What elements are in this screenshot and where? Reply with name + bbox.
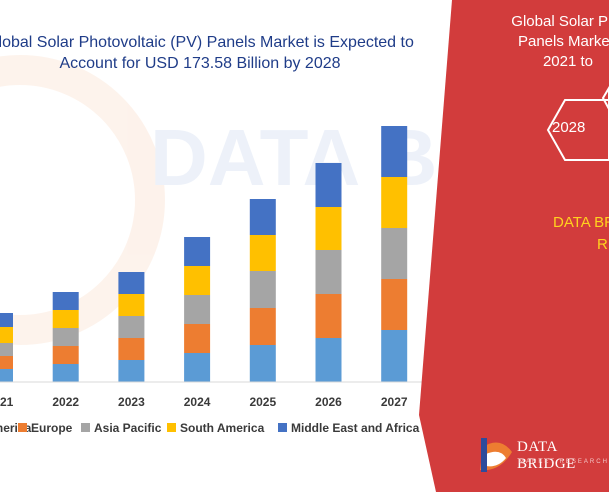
legend-label: Middle East and Africa bbox=[291, 421, 420, 435]
hexagon-outline-2 bbox=[601, 86, 609, 110]
bar-2024-south-america bbox=[184, 266, 211, 295]
bar-2021-asia-pacific bbox=[0, 343, 13, 356]
bar-2024-middle-east-and-africa bbox=[184, 237, 211, 266]
x-tick-label: 2024 bbox=[184, 395, 211, 409]
bar-2023-south-america bbox=[118, 294, 145, 316]
side-panel bbox=[419, 0, 609, 492]
bar-2023-middle-east-and-africa bbox=[118, 272, 145, 294]
bar-2025-middle-east-and-africa bbox=[249, 199, 276, 235]
legend-swatch-middle-east-and-africa bbox=[278, 423, 287, 432]
bars-group bbox=[0, 126, 408, 382]
bar-2027-middle-east-and-africa bbox=[381, 126, 408, 177]
bar-2025-north-america bbox=[249, 345, 276, 382]
bar-2025-asia-pacific bbox=[249, 271, 276, 308]
bar-2021-north-america bbox=[0, 369, 13, 382]
bar-2022-south-america bbox=[52, 310, 79, 328]
bar-2021-south-america bbox=[0, 327, 13, 343]
legend-label: Europe bbox=[31, 421, 73, 435]
bar-2025-europe bbox=[249, 308, 276, 345]
bar-2026-asia-pacific bbox=[315, 250, 342, 294]
logo-subtext: MARKET RESEARCH bbox=[519, 459, 609, 465]
x-tick-label: 2026 bbox=[315, 395, 342, 409]
bar-2022-middle-east-and-africa bbox=[52, 292, 79, 310]
chart-title: Global Solar Photovoltaic (PV) Panels Ma… bbox=[0, 32, 440, 74]
x-tick-labels: 2021 2022 2023 2024 2025 2026 2027 bbox=[0, 395, 408, 409]
bar-2026-north-america bbox=[315, 338, 342, 382]
legend-label: South America bbox=[180, 421, 265, 435]
title-line-1: Global Solar Photovoltaic (PV) Panels Ma… bbox=[0, 34, 414, 51]
side-heading-line-2: Panels Market, bbox=[517, 33, 609, 50]
bar-2021-europe bbox=[0, 356, 13, 369]
bar-2022-north-america bbox=[52, 364, 79, 382]
hexagon-outline bbox=[546, 99, 609, 161]
x-tick-label: 2025 bbox=[249, 395, 276, 409]
bar-2027-europe bbox=[381, 279, 408, 330]
title-line-2: Account for USD 173.58 Billion by 2028 bbox=[59, 55, 341, 72]
bar-2024-europe bbox=[184, 324, 211, 353]
bar-2027-south-america bbox=[381, 177, 408, 228]
bar-2022-asia-pacific bbox=[52, 328, 79, 346]
side-brand-line-1: DATA BR bbox=[553, 214, 609, 231]
bar-2021-middle-east-and-africa bbox=[0, 313, 13, 327]
x-tick-label: 2027 bbox=[381, 395, 408, 409]
bar-2023-europe bbox=[118, 338, 145, 360]
bar-2023-asia-pacific bbox=[118, 316, 145, 338]
side-heading-line-3: 2021 to bbox=[542, 53, 594, 70]
legend-swatch-europe bbox=[18, 423, 27, 432]
hex-year-label: 2028 bbox=[552, 119, 586, 136]
x-tick-label: 2023 bbox=[118, 395, 145, 409]
bar-2024-north-america bbox=[184, 353, 211, 382]
bar-2027-north-america bbox=[381, 330, 408, 382]
legend-label: Asia Pacific bbox=[94, 421, 162, 435]
side-heading: Global Solar Pho Panels Market, 2021 to bbox=[478, 12, 609, 72]
side-brand-text: DATA BR R bbox=[553, 212, 609, 256]
logo-mark-icon bbox=[480, 438, 512, 472]
side-heading-line-1: Global Solar Pho bbox=[511, 13, 609, 30]
bar-2026-south-america bbox=[315, 207, 342, 250]
bar-2023-north-america bbox=[118, 360, 145, 382]
logo-text: DATA BRIDGE bbox=[517, 439, 576, 472]
x-tick-label: 2021 bbox=[0, 395, 14, 409]
bar-2026-europe bbox=[315, 294, 342, 338]
bar-2024-asia-pacific bbox=[184, 295, 211, 324]
bar-2027-asia-pacific bbox=[381, 228, 408, 279]
bar-2025-south-america bbox=[249, 235, 276, 271]
bar-2026-middle-east-and-africa bbox=[315, 163, 342, 207]
side-brand-line-2: R bbox=[597, 236, 608, 253]
legend-swatch-south-america bbox=[167, 423, 176, 432]
legend-swatch-asia-pacific bbox=[81, 423, 90, 432]
x-tick-label: 2022 bbox=[52, 395, 79, 409]
bar-2022-europe bbox=[52, 346, 79, 364]
